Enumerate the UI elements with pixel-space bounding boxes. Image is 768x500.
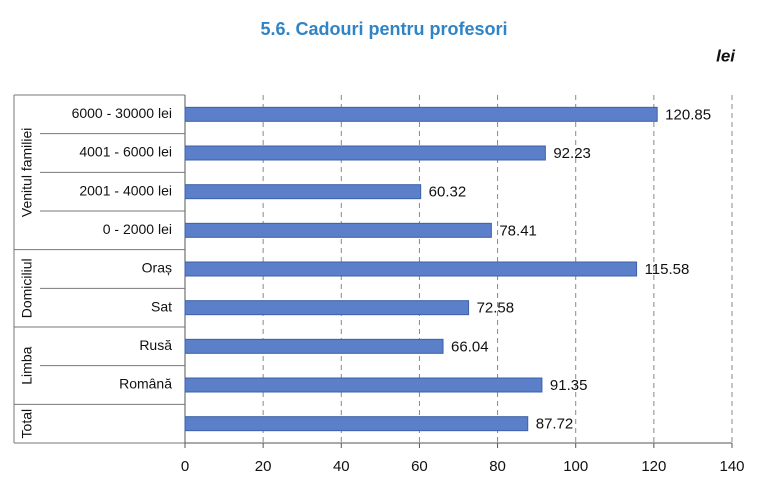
category-label: Oraș [142, 260, 172, 276]
x-tick-label: 80 [489, 458, 506, 475]
bar [184, 106, 658, 122]
category-label: 6000 - 30000 lei [72, 105, 172, 121]
group-label: Limba [19, 346, 35, 384]
x-tick-label: 0 [181, 458, 189, 475]
bar [184, 145, 546, 161]
x-tick-label: 60 [411, 458, 428, 475]
category-label: 4001 - 6000 lei [79, 144, 172, 160]
bar [184, 261, 638, 277]
chart-title: 5.6. Cadouri pentru profesori [260, 19, 507, 39]
x-tick-label: 120 [641, 458, 666, 475]
value-label: 92.23 [553, 145, 591, 162]
value-label: 72.58 [477, 300, 515, 317]
group-label: Venitul familiei [19, 128, 35, 218]
category-label: Sat [151, 298, 172, 314]
value-label: 78.41 [499, 222, 537, 239]
bar [184, 222, 492, 238]
category-label: 2001 - 4000 lei [79, 182, 172, 198]
category-label: 0 - 2000 lei [103, 221, 172, 237]
value-label: 115.58 [645, 261, 690, 278]
bar [184, 300, 470, 316]
bar [184, 377, 543, 393]
bar [184, 338, 444, 354]
group-label: Domiciliul [19, 258, 35, 318]
value-label: 60.32 [429, 184, 467, 201]
x-tick-label: 40 [333, 458, 350, 475]
bar [184, 184, 422, 200]
value-label: 87.72 [536, 416, 574, 433]
value-label: 91.35 [550, 377, 588, 394]
value-label: 66.04 [451, 338, 489, 355]
category-label: Rusă [139, 337, 172, 353]
x-tick-label: 140 [719, 458, 744, 475]
bar [184, 416, 529, 432]
category-label: Română [119, 376, 172, 392]
x-tick-label: 100 [563, 458, 588, 475]
unit-label: lei [716, 46, 736, 65]
value-label: 120.85 [665, 106, 711, 123]
group-label: Total [19, 409, 35, 439]
x-tick-label: 20 [255, 458, 272, 475]
